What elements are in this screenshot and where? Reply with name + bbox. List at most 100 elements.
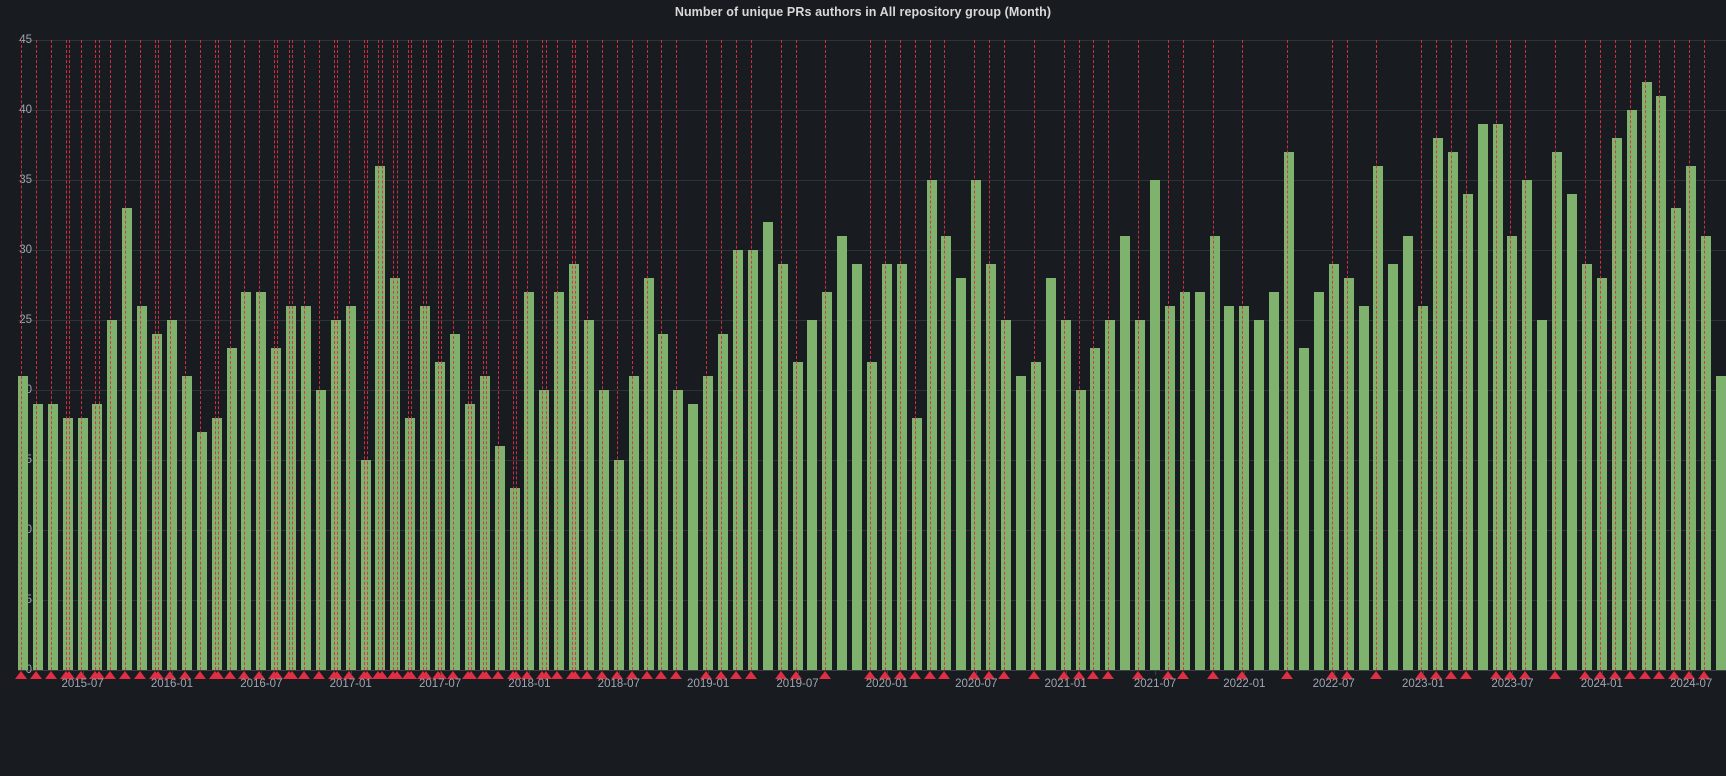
annotation-marker-icon[interactable] [238, 671, 251, 679]
annotation-marker-icon[interactable] [1370, 671, 1383, 679]
bar[interactable] [1001, 320, 1012, 670]
annotation-marker-icon[interactable] [1087, 671, 1100, 679]
annotation-marker-icon[interactable] [1072, 671, 1085, 679]
bar[interactable] [584, 320, 594, 670]
annotation-line[interactable] [184, 40, 186, 670]
annotation-marker-icon[interactable] [253, 671, 266, 679]
bar[interactable] [271, 348, 282, 670]
annotation-line[interactable] [467, 40, 469, 670]
bar[interactable] [1611, 138, 1622, 670]
annotation-marker-icon[interactable] [1281, 671, 1294, 679]
annotation-line[interactable] [423, 40, 425, 670]
bar[interactable] [1641, 82, 1652, 670]
annotation-marker-icon[interactable] [1340, 671, 1353, 679]
annotation-line[interactable] [1525, 40, 1527, 670]
bar[interactable] [1522, 180, 1533, 670]
annotation-line[interactable] [155, 40, 157, 670]
annotation-line[interactable] [1510, 40, 1512, 670]
annotation-marker-icon[interactable] [479, 671, 492, 679]
bar[interactable] [554, 292, 565, 670]
annotation-line[interactable] [336, 40, 338, 670]
annotation-marker-icon[interactable] [1698, 671, 1711, 679]
bar[interactable] [643, 278, 654, 670]
annotation-marker-icon[interactable] [1161, 671, 1174, 679]
annotation-line[interactable] [1167, 40, 1169, 670]
annotation-marker-icon[interactable] [655, 671, 668, 679]
annotation-marker-icon[interactable] [1415, 671, 1428, 679]
annotation-line[interactable] [292, 40, 294, 670]
annotation-marker-icon[interactable] [1430, 671, 1442, 679]
bar[interactable] [792, 362, 803, 670]
annotation-marker-icon[interactable] [405, 671, 418, 679]
annotation-line[interactable] [542, 40, 544, 670]
annotation-marker-icon[interactable] [286, 671, 299, 679]
annotation-line[interactable] [616, 40, 618, 670]
annotation-marker-icon[interactable] [312, 671, 325, 679]
bar[interactable] [196, 432, 207, 670]
annotation-marker-icon[interactable] [1459, 671, 1472, 679]
annotation-line[interactable] [214, 40, 216, 670]
annotation-marker-icon[interactable] [983, 671, 996, 679]
annotation-marker-icon[interactable] [569, 671, 582, 679]
bar[interactable] [122, 208, 133, 670]
annotation-marker-icon[interactable] [789, 671, 802, 679]
bar[interactable] [1328, 264, 1339, 670]
bar[interactable] [420, 306, 431, 670]
bar[interactable] [569, 264, 580, 670]
bar[interactable] [375, 166, 386, 670]
annotation-line[interactable] [1450, 40, 1452, 670]
annotation-line[interactable] [1465, 40, 1467, 670]
annotation-line[interactable] [378, 40, 380, 670]
annotation-line[interactable] [750, 40, 752, 670]
annotation-line[interactable] [274, 40, 276, 670]
annotation-marker-icon[interactable] [74, 671, 87, 679]
annotation-line[interactable] [1287, 40, 1289, 670]
bar[interactable] [301, 306, 311, 670]
bar[interactable] [762, 222, 773, 670]
bar[interactable] [1313, 292, 1324, 670]
annotation-marker-icon[interactable] [1444, 671, 1457, 679]
annotation-line[interactable] [363, 40, 365, 670]
annotation-marker-icon[interactable] [1206, 671, 1219, 679]
bar[interactable] [1298, 348, 1309, 670]
bar[interactable] [777, 264, 788, 670]
annotation-marker-icon[interactable] [211, 671, 224, 679]
bar[interactable] [956, 278, 967, 670]
annotation-line[interactable] [393, 40, 395, 670]
annotation-line[interactable] [110, 40, 112, 670]
bar[interactable] [1060, 320, 1071, 670]
annotation-marker-icon[interactable] [938, 671, 951, 679]
annotation-marker-icon[interactable] [509, 671, 522, 679]
bar[interactable] [435, 362, 446, 670]
annotation-marker-icon[interactable] [864, 671, 876, 679]
annotation-marker-icon[interactable] [581, 671, 593, 679]
annotation-marker-icon[interactable] [1176, 671, 1189, 679]
bar[interactable] [1045, 278, 1056, 670]
annotation-line[interactable] [974, 40, 976, 670]
bar[interactable] [1239, 306, 1250, 670]
bar[interactable] [1581, 264, 1592, 670]
bar[interactable] [703, 376, 714, 670]
annotation-marker-icon[interactable] [390, 671, 403, 679]
bar[interactable] [1254, 320, 1265, 670]
annotation-line[interactable] [735, 40, 737, 670]
annotation-line[interactable] [527, 40, 529, 670]
annotation-line[interactable] [1674, 40, 1676, 670]
annotation-line[interactable] [441, 40, 443, 670]
annotation-marker-icon[interactable] [360, 671, 373, 679]
bar[interactable] [241, 292, 252, 670]
annotation-marker-icon[interactable] [420, 671, 433, 679]
annotation-line[interactable] [68, 40, 70, 670]
bar[interactable] [464, 404, 475, 670]
bar[interactable] [315, 390, 326, 670]
annotation-line[interactable] [601, 40, 603, 670]
annotation-marker-icon[interactable] [193, 671, 206, 679]
annotation-line[interactable] [1108, 40, 1110, 670]
annotation-line[interactable] [1033, 40, 1035, 670]
annotation-marker-icon[interactable] [893, 671, 906, 679]
annotation-marker-icon[interactable] [610, 671, 623, 679]
bar[interactable] [1507, 236, 1518, 670]
bar[interactable] [1716, 376, 1726, 670]
bar[interactable] [152, 334, 163, 670]
annotation-marker-icon[interactable] [435, 671, 448, 679]
